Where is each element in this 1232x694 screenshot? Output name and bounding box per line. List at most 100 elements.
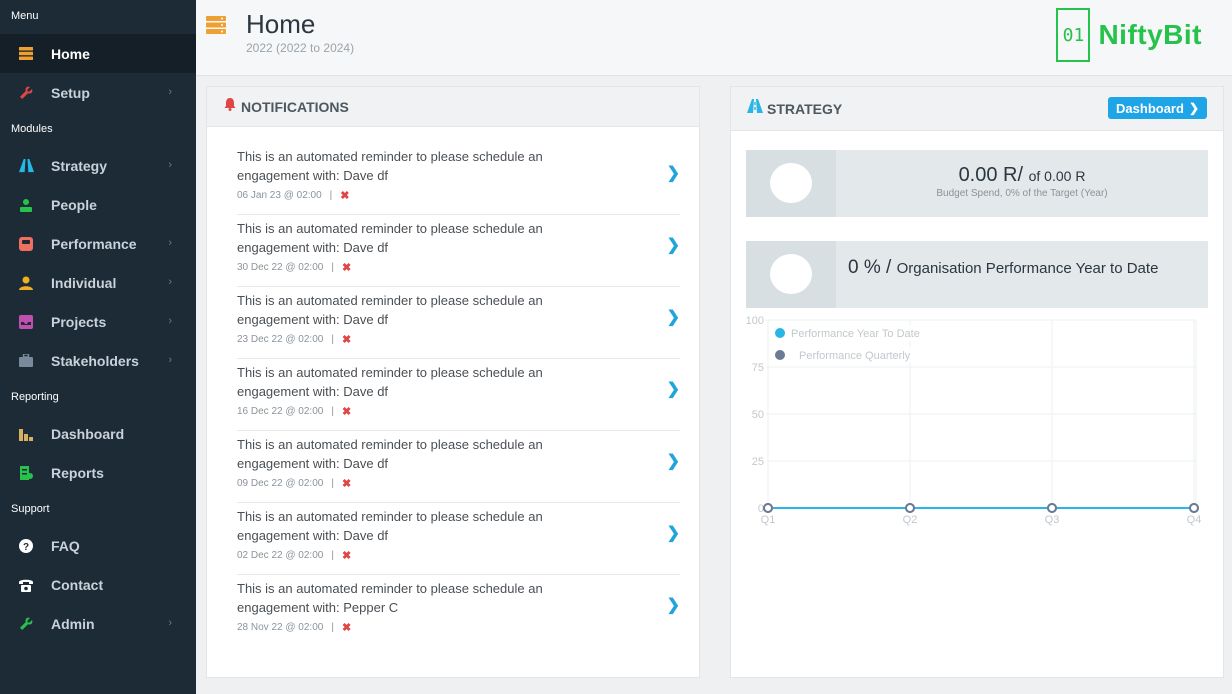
sidebar-item-individual[interactable]: Individual ›	[0, 263, 196, 302]
chevron-right-icon: ›	[168, 617, 172, 629]
chevron-right-icon: ›	[168, 315, 172, 327]
notification-date: 09 Dec 22 @ 02:00	[237, 478, 324, 489]
budget-caption: Budget Spend, 0% of the Target (Year)	[936, 188, 1108, 199]
sidebar-item-home[interactable]: Home	[0, 34, 196, 73]
strategy-title: STRATEGY	[767, 100, 843, 117]
briefcase-icon	[18, 353, 34, 369]
phone-icon	[18, 577, 34, 593]
legend-bg	[774, 325, 934, 341]
logo-text: NiftyBit	[1098, 19, 1202, 50]
page-title: Home	[246, 9, 316, 39]
notification-item: This is an automated reminder to please …	[237, 503, 680, 575]
sidebar-item-label: FAQ	[51, 537, 80, 554]
performance-chart: 0 25 50 75 100 Q1 Q2 Q3 Q4 Performance Year To Da…	[741, 313, 1211, 533]
sidebar-item-projects[interactable]: Projects ›	[0, 302, 196, 341]
notification-date: 02 Dec 22 @ 02:00	[237, 550, 324, 561]
y-tick-label: 75	[752, 362, 764, 374]
legend-bg	[774, 347, 934, 363]
notification-date: 16 Dec 22 @ 02:00	[237, 406, 324, 417]
performance-value: 0 % /	[848, 257, 892, 278]
sidebar-item-reports[interactable]: Reports	[0, 453, 196, 492]
chevron-right-icon[interactable]: ❯	[666, 381, 680, 398]
notification-message: This is an automated reminder to please …	[237, 293, 543, 327]
question-icon: ?	[18, 538, 34, 554]
sidebar-item-contact[interactable]: Contact	[0, 565, 196, 604]
notification-item: This is an automated reminder to please …	[237, 287, 680, 359]
y-tick-label: 25	[752, 456, 764, 468]
sidebar-section-title: Reporting	[11, 391, 59, 403]
server-icon	[18, 46, 34, 62]
delete-icon[interactable]: ✖	[341, 334, 352, 346]
meta-separator: |	[331, 262, 334, 273]
performance-label: Organisation Performance Year to Date	[896, 260, 1159, 277]
notification-item: This is an automated reminder to please …	[237, 215, 680, 287]
sidebar-item-stakeholders[interactable]: Stakeholders ›	[0, 341, 196, 380]
notification-meta: 16 Dec 22 @ 02:00 | ✖	[237, 405, 680, 418]
chevron-right-icon[interactable]: ❯	[666, 453, 680, 470]
delete-icon[interactable]: ✖	[341, 622, 352, 634]
notification-item: This is an automated reminder to please …	[237, 575, 680, 647]
notification-date: 23 Dec 22 @ 02:00	[237, 334, 324, 345]
data-point	[763, 503, 773, 513]
notification-message: This is an automated reminder to please …	[237, 509, 543, 543]
sidebar-section-title: Modules	[11, 123, 53, 135]
x-tick-label: Q2	[903, 514, 918, 526]
sidebar-section-title: Support	[11, 503, 50, 515]
sidebar-item-faq[interactable]: ? FAQ	[0, 526, 196, 565]
strategy-panel: STRATEGY Dashboard ❯ 0.00 R/ of 0.00 R B…	[730, 86, 1224, 678]
sidebar-item-performance[interactable]: Performance ›	[0, 224, 196, 263]
sidebar-item-label: Reports	[51, 464, 104, 481]
chevron-right-icon[interactable]: ❯	[666, 237, 680, 254]
report-icon	[18, 465, 34, 481]
delete-icon[interactable]: ✖	[341, 550, 352, 562]
delete-icon[interactable]: ✖	[341, 406, 352, 418]
budget-of: of 0.00 R	[1028, 168, 1086, 184]
sidebar-item-setup[interactable]: Setup ›	[0, 73, 196, 112]
chevron-right-icon[interactable]: ❯	[666, 597, 680, 614]
notification-date: 28 Nov 22 @ 02:00	[237, 622, 324, 633]
strategy-header: STRATEGY Dashboard ❯	[731, 87, 1223, 131]
logo[interactable]: 01 NiftyBit	[1056, 8, 1202, 62]
delete-icon[interactable]: ✖	[341, 478, 352, 490]
notification-meta: 06 Jan 23 @ 02:00 | ✖	[237, 189, 680, 202]
x-tick-label: Q1	[761, 514, 776, 526]
sidebar-item-label: Setup	[51, 84, 90, 101]
sidebar-item-dashboard[interactable]: Dashboard	[0, 414, 196, 453]
delete-icon[interactable]: ✖	[341, 262, 352, 274]
server-icon	[206, 16, 226, 39]
chevron-right-icon[interactable]: ❯	[666, 525, 680, 542]
meta-separator: |	[331, 622, 334, 633]
notifications-header: NOTIFICATIONS	[207, 87, 699, 127]
chevron-right-icon[interactable]: ❯	[666, 165, 680, 182]
sidebar-item-label: Home	[51, 45, 90, 62]
meta-separator: |	[329, 190, 333, 201]
notifications-panel: NOTIFICATIONS This is an automated remin…	[206, 86, 700, 678]
chevron-right-icon: ›	[168, 86, 172, 98]
delete-icon[interactable]: ✖	[340, 190, 350, 202]
sidebar-item-label: Contact	[51, 576, 104, 593]
dashboard-button[interactable]: Dashboard ❯	[1108, 97, 1207, 119]
budget-value: 0.00 R/	[958, 164, 1024, 186]
chevron-right-icon[interactable]: ❯	[666, 309, 680, 326]
notification-meta: 30 Dec 22 @ 02:00 | ✖	[237, 261, 680, 274]
notification-item: This is an automated reminder to please …	[237, 143, 680, 215]
sidebar-item-label: People	[51, 196, 97, 213]
budget-kpi: 0.00 R/ of 0.00 R Budget Spend, 0% of th…	[746, 150, 1208, 217]
chevron-right-icon: ❯	[1188, 101, 1199, 115]
sitemap-icon	[18, 197, 34, 213]
page-subtitle: 2022 (2022 to 2024)	[246, 41, 355, 55]
sidebar-item-strategy[interactable]: Strategy ›	[0, 146, 196, 185]
sidebar-item-label: Dashboard	[51, 425, 125, 442]
sidebar-item-people[interactable]: People	[0, 185, 196, 224]
notification-date: 06 Jan 23 @ 02:00	[237, 190, 322, 201]
page-header: Home 2022 (2022 to 2024) 01 NiftyBit	[196, 0, 1232, 76]
user-icon	[18, 275, 34, 291]
sidebar-item-admin[interactable]: Admin ›	[0, 604, 196, 643]
notification-meta: 23 Dec 22 @ 02:00 | ✖	[237, 333, 680, 346]
notification-message: This is an automated reminder to please …	[237, 221, 543, 255]
road-icon	[747, 98, 763, 119]
meta-separator: |	[331, 406, 334, 417]
notification-message: This is an automated reminder to please …	[237, 365, 543, 399]
performance-kpi: 0 % / Organisation Performance Year to D…	[746, 241, 1208, 308]
notification-item: This is an automated reminder to please …	[237, 359, 680, 431]
